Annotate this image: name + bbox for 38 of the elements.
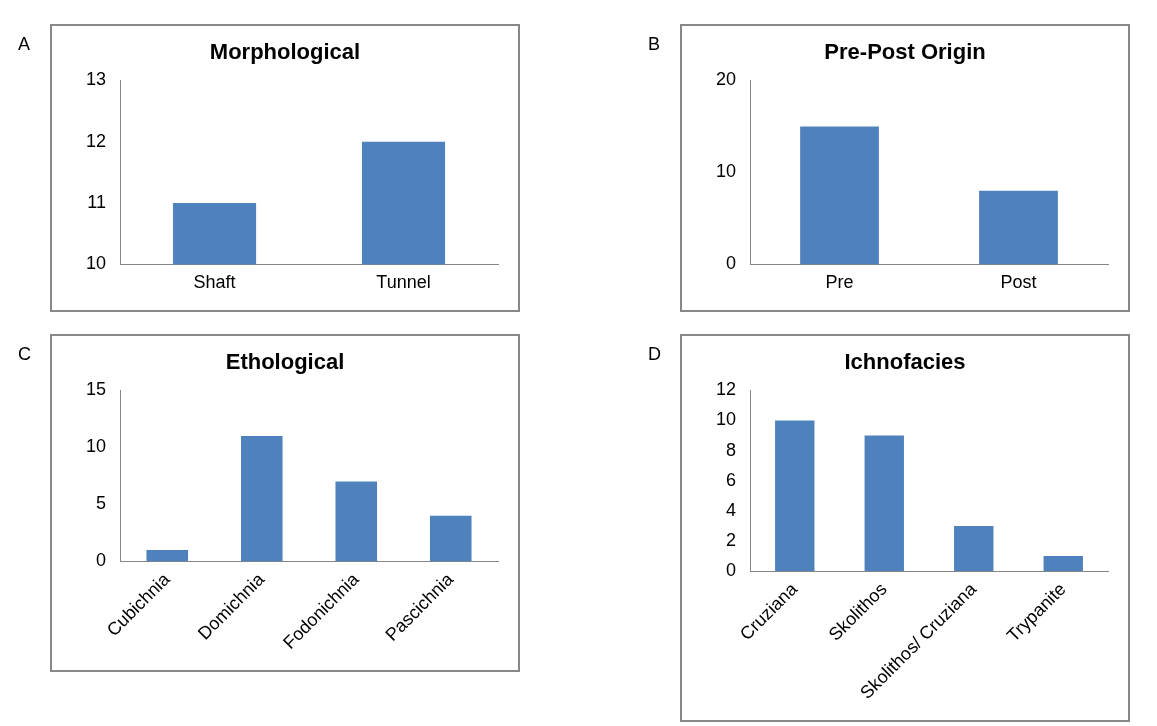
- chart-title: Pre-Post Origin: [824, 39, 986, 65]
- text: C: [18, 344, 31, 365]
- chart-title: Ichnofacies: [844, 349, 966, 375]
- x-tick-label: Shaft: [193, 272, 236, 293]
- y-tick-label: 10: [715, 409, 737, 430]
- x-tick-label: Post: [1000, 272, 1037, 293]
- bar: [429, 515, 472, 562]
- y-tick-label: 4: [726, 499, 737, 520]
- y-tick-label: 11: [87, 192, 107, 213]
- bar: [146, 549, 189, 562]
- x-tick-label: Tunnel: [376, 272, 431, 293]
- y-tick-label: 13: [85, 69, 107, 90]
- y-tick-label: 15: [85, 379, 107, 400]
- y-tick-label: 6: [726, 469, 737, 490]
- y-tick-label: 12: [715, 379, 737, 400]
- y-tick-label: 10: [85, 253, 107, 274]
- bar: [1043, 556, 1083, 572]
- y-tick-label: 8: [726, 439, 737, 460]
- chart-title: Morphological: [209, 39, 361, 65]
- bar: [240, 436, 283, 562]
- y-tick-label: 0: [726, 560, 737, 581]
- y-tick-label: 12: [85, 130, 107, 151]
- y-tick-label: 10: [715, 161, 737, 182]
- text: A: [18, 34, 31, 55]
- text: B: [648, 34, 661, 55]
- y-tick-label: 0: [726, 253, 737, 274]
- bar: [335, 481, 378, 562]
- y-tick-label: 5: [96, 493, 107, 514]
- y-tick-label: 2: [726, 529, 737, 550]
- chart-title: Ethological: [225, 349, 345, 375]
- y-tick-label: 0: [96, 550, 107, 571]
- bar: [775, 420, 815, 572]
- bar: [954, 525, 994, 572]
- y-tick-label: 10: [85, 436, 107, 457]
- bar: [864, 435, 904, 572]
- y-tick-label: 20: [715, 69, 737, 90]
- x-tick-label: Pre: [825, 272, 854, 293]
- text: D: [648, 344, 661, 365]
